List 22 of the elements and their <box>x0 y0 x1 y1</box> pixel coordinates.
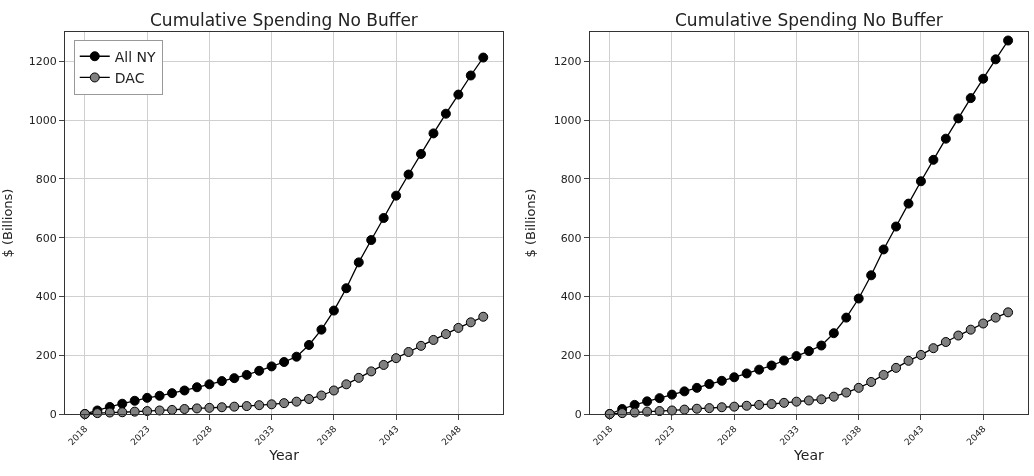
y-tick-label: 800 <box>35 172 57 186</box>
y-tick-label: 200 <box>560 349 582 363</box>
y-tick-label: 600 <box>35 231 57 245</box>
legend-label: DAC <box>114 69 145 86</box>
y-tick-label: 1200 <box>28 55 57 69</box>
x-axis-title: Year <box>268 447 300 464</box>
y-tick-label: 0 <box>49 407 57 421</box>
chart-title: Cumulative Spending No Buffer <box>675 10 943 30</box>
y-tick-label: 1000 <box>553 114 582 127</box>
y-tick-label: 1200 <box>553 55 582 69</box>
y-axis-title: $ (Billions) <box>522 188 538 258</box>
y-tick-label: 800 <box>560 172 582 186</box>
y-tick-label: 400 <box>560 290 582 304</box>
x-axis-title: Year <box>793 447 824 464</box>
y-tick-label: 1000 <box>28 114 57 127</box>
legend-label: All NY <box>114 48 157 65</box>
y-tick-label: 0 <box>574 407 582 421</box>
y-tick-label: 400 <box>35 290 57 304</box>
y-axis-title: $ (Billions) <box>0 188 15 258</box>
chart-title: Cumulative Spending No Buffer <box>150 10 418 30</box>
y-tick-label: 600 <box>560 231 582 245</box>
y-tick-label: 200 <box>35 349 57 363</box>
